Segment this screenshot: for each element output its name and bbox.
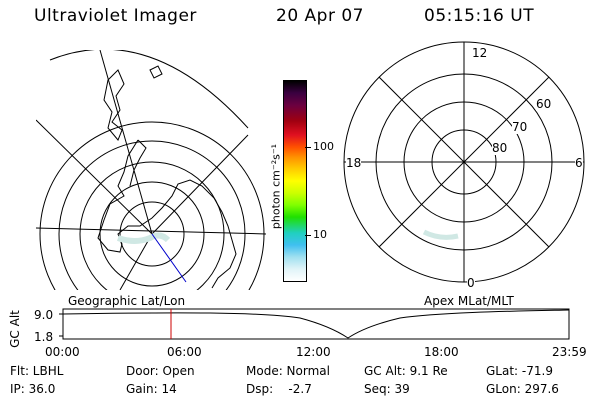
- apex-ring-label-70: 70: [512, 120, 528, 134]
- apex-label-0: 0: [467, 276, 475, 290]
- apex-meridian-d2: [378, 76, 550, 248]
- lon-line-h: [36, 227, 266, 235]
- status-door: Door: Open: [126, 364, 195, 378]
- coastline-antarctica: [97, 139, 237, 289]
- status-gain: Gain: 14: [126, 382, 177, 396]
- status-ip: IP: 36.0: [10, 382, 56, 396]
- colorbar-tick-10: [305, 235, 311, 236]
- lon-line-s: [119, 233, 153, 290]
- coastline-patagonia: [103, 69, 125, 141]
- timeline-xtick-0600: 06:00: [167, 345, 202, 359]
- apex-ring-label-60: 60: [536, 97, 552, 111]
- apex-label-12: 12: [472, 46, 488, 60]
- colorbar-tick-label-100: 100: [313, 140, 334, 153]
- apex-ring-label-80: 80: [492, 141, 508, 155]
- apex-label-6: 6: [575, 156, 583, 170]
- timeline-ytick-1.8: 1.8: [34, 330, 54, 344]
- colorbar: [283, 80, 307, 282]
- altitude-curve: [62, 309, 570, 339]
- trajectory-line: [151, 233, 187, 283]
- lat-ring-4: [99, 181, 205, 287]
- status-seq: Seq: 39: [364, 382, 410, 396]
- status-glon: GLon: 297.6: [486, 382, 559, 396]
- timeline-xtick-0000: 00:00: [45, 345, 80, 359]
- timeline-ytick-9: 9.0: [34, 308, 54, 322]
- timeline-xtick-2359: 23:59: [552, 345, 587, 359]
- colorbar-tick-label-10: 10: [313, 228, 327, 241]
- lat-ring-2: [58, 140, 246, 290]
- status-dsp: Dsp: -2.7: [246, 382, 312, 396]
- timeline-left-title: Geographic Lat/Lon: [68, 294, 186, 308]
- lon-line-nw: [36, 119, 153, 235]
- timeline-right-title: Apex MLat/MLT: [424, 294, 514, 308]
- status-mode: Mode: Normal: [246, 364, 330, 378]
- timeline-frame: [62, 308, 570, 340]
- lat-ring-3: [79, 161, 225, 290]
- aurora-patch-apex: [422, 229, 459, 240]
- aurora-patch-geo: [117, 232, 171, 244]
- timeline-xtick-1800: 18:00: [424, 345, 459, 359]
- app-title: Ultraviolet Imager: [34, 6, 197, 26]
- coastline-peninsula: [129, 139, 147, 187]
- colorbar-tick-100: [305, 147, 311, 148]
- status-gc-alt: GC Alt: 9.1 Re: [364, 364, 448, 378]
- status-glat: GLat: -71.9: [486, 364, 553, 378]
- coastline-island: [149, 65, 163, 79]
- lon-line-n: [99, 50, 153, 235]
- lat-ring-outer: [49, 50, 249, 129]
- status-filter: Flt: LBHL: [10, 364, 64, 378]
- apex-label-18: 18: [346, 156, 362, 170]
- lat-ring-5: [119, 201, 185, 267]
- timeline-xtick-1200: 12:00: [296, 345, 331, 359]
- date-label: 20 Apr 07: [276, 6, 364, 26]
- time-label: 05:15:16 UT: [424, 6, 535, 26]
